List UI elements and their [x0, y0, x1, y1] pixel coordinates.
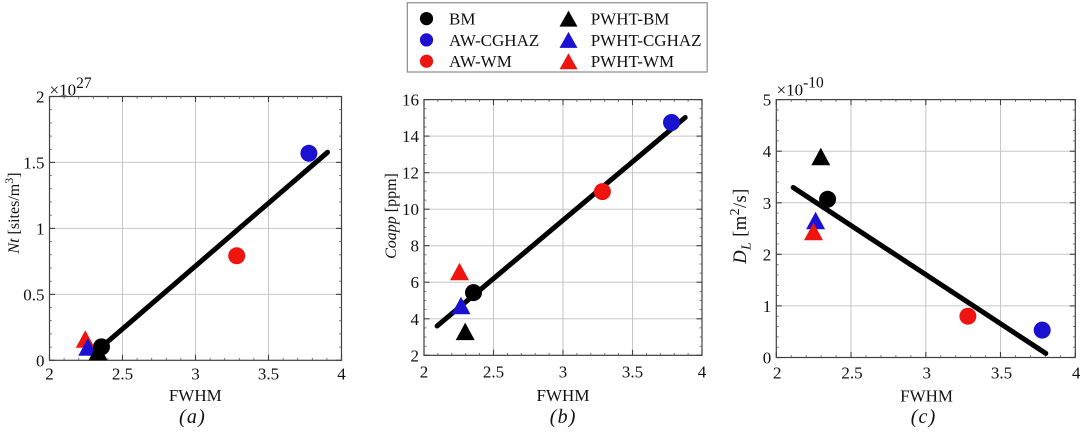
svg-text:DL [m2/s]: DL [m2/s] [728, 188, 755, 264]
svg-text:AW-WM: AW-WM [449, 52, 512, 71]
svg-text:3: 3 [559, 362, 568, 381]
svg-text:Coapp [ppm]: Coapp [ppm] [383, 173, 400, 259]
svg-text:2: 2 [420, 362, 429, 381]
svg-text:1: 1 [36, 219, 45, 238]
svg-text:2: 2 [411, 346, 420, 365]
svg-text:Nt [sites/m3]: Nt [sites/m3] [2, 172, 23, 254]
svg-text:10: 10 [402, 200, 419, 219]
svg-text:(b): (b) [550, 406, 577, 428]
svg-text:4: 4 [337, 364, 346, 383]
svg-text:3.5: 3.5 [258, 364, 279, 383]
svg-text:2: 2 [45, 364, 54, 383]
svg-text:3: 3 [923, 364, 932, 383]
svg-text:PWHT-WM: PWHT-WM [591, 52, 674, 71]
svg-text:3: 3 [191, 364, 200, 383]
svg-text:0: 0 [763, 349, 772, 368]
svg-text:BM: BM [449, 10, 475, 29]
svg-text:6: 6 [411, 273, 420, 292]
svg-text:3.5: 3.5 [991, 364, 1012, 383]
svg-text:4: 4 [763, 142, 772, 161]
svg-text:2.5: 2.5 [112, 364, 133, 383]
svg-text:(c): (c) [911, 406, 937, 428]
svg-text:1.5: 1.5 [23, 153, 44, 172]
svg-text:3: 3 [763, 194, 772, 213]
svg-text:8: 8 [411, 237, 420, 256]
svg-text:(a): (a) [179, 406, 206, 428]
svg-text:1: 1 [763, 297, 772, 316]
svg-text:5: 5 [763, 91, 772, 110]
svg-text:FWHM: FWHM [169, 386, 222, 405]
svg-text:12: 12 [402, 164, 419, 183]
svg-text:FWHM: FWHM [537, 386, 590, 405]
svg-text:4: 4 [411, 310, 420, 329]
svg-text:2: 2 [36, 88, 45, 107]
svg-text:FWHM: FWHM [900, 387, 953, 406]
svg-text:0.5: 0.5 [23, 285, 44, 304]
svg-text:4: 4 [698, 362, 707, 381]
svg-text:2: 2 [763, 245, 772, 264]
svg-text:0: 0 [36, 351, 45, 370]
svg-text:2.5: 2.5 [483, 362, 504, 381]
svg-text:3.5: 3.5 [622, 362, 643, 381]
svg-text:PWHT-BM: PWHT-BM [591, 10, 670, 29]
svg-text:16: 16 [402, 91, 419, 110]
svg-text:14: 14 [402, 127, 420, 146]
svg-text:2: 2 [773, 364, 782, 383]
svg-text:4: 4 [1072, 364, 1080, 383]
svg-text:2.5: 2.5 [841, 364, 862, 383]
svg-text:PWHT-CGHAZ: PWHT-CGHAZ [591, 31, 702, 50]
svg-text:AW-CGHAZ: AW-CGHAZ [449, 31, 539, 50]
